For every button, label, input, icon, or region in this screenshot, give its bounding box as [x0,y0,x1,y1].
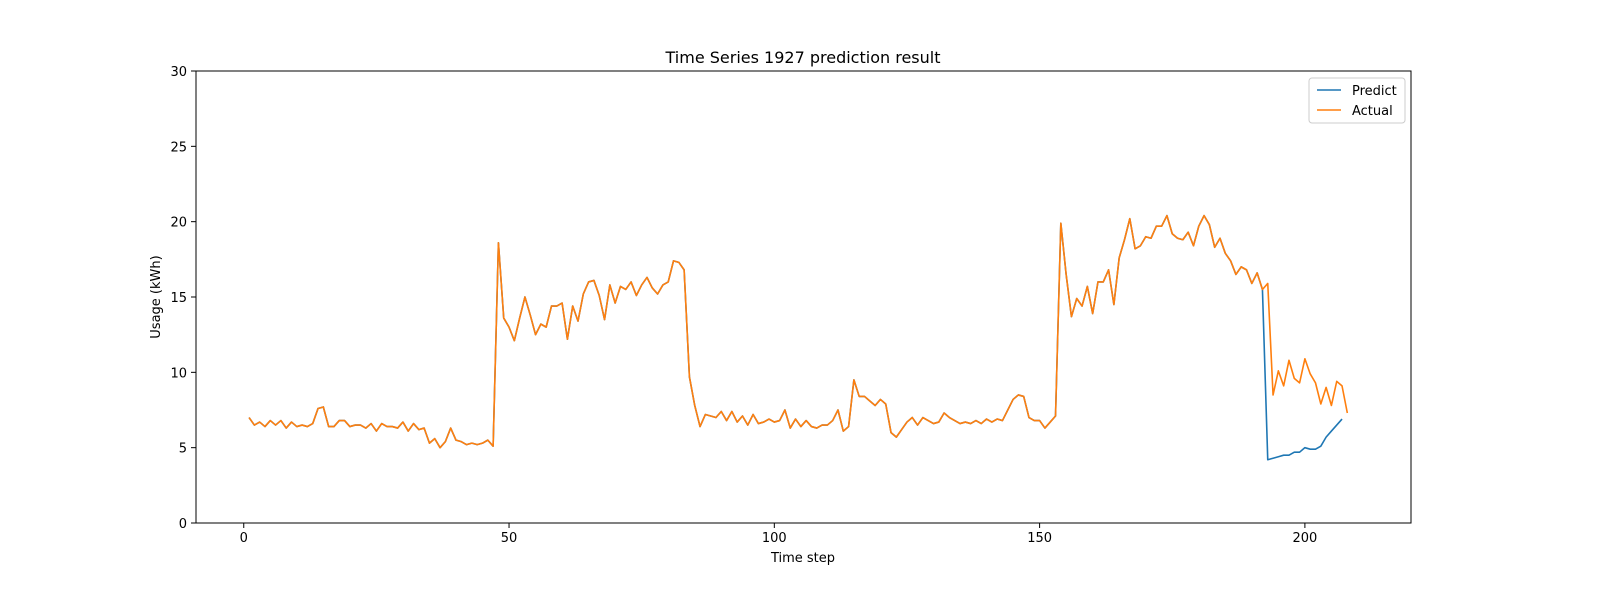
y-tick-label: 30 [170,65,187,80]
x-tick-label: 100 [762,531,787,546]
legend: Predict Actual [1308,77,1406,124]
chart-title: Time Series 1927 prediction result [665,48,941,67]
x-tick-label: 200 [1292,531,1317,546]
y-tick-label: 10 [170,366,187,381]
plot-lines [248,214,1349,461]
x-axis: 0 50 100 150 200 [240,523,1317,546]
x-tick-label: 0 [240,531,248,546]
y-axis-label: Usage (kWh) [149,255,164,338]
y-tick-label: 5 [179,442,187,457]
y-axis: 0 5 10 15 20 25 30 [170,65,196,532]
series-line-actual [248,214,1349,449]
x-tick-label: 150 [1027,531,1052,546]
y-tick-label: 15 [170,291,187,306]
plot-frame [195,70,1412,524]
y-tick-label: 20 [170,216,187,231]
y-tick-label: 25 [170,140,187,155]
x-axis-label: Time step [770,551,835,566]
y-tick-label: 0 [179,517,187,532]
legend-label-actual: Actual [1352,104,1393,119]
legend-label-predict: Predict [1352,84,1397,99]
x-tick-label: 50 [501,531,518,546]
